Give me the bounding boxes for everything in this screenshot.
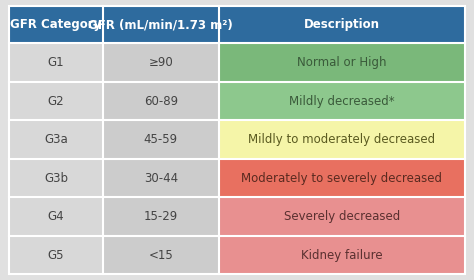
Bar <box>103 120 219 159</box>
Text: GFR Category: GFR Category <box>10 18 102 31</box>
Text: 15-29: 15-29 <box>144 210 178 223</box>
Text: Description: Description <box>304 18 380 31</box>
Text: Severely decreased: Severely decreased <box>283 210 400 223</box>
Text: Moderately to severely decreased: Moderately to severely decreased <box>241 172 442 185</box>
Bar <box>219 6 465 43</box>
Bar <box>9 43 103 82</box>
Bar <box>9 197 103 236</box>
Bar <box>9 159 103 197</box>
Text: 60-89: 60-89 <box>144 95 178 108</box>
Bar <box>103 6 219 43</box>
Text: G3a: G3a <box>44 133 68 146</box>
Bar <box>219 159 465 197</box>
Bar <box>219 236 465 274</box>
Text: 30-44: 30-44 <box>144 172 178 185</box>
Text: G4: G4 <box>48 210 64 223</box>
Text: Normal or High: Normal or High <box>297 56 386 69</box>
Bar <box>103 159 219 197</box>
Text: Kidney failure: Kidney failure <box>301 249 383 262</box>
Bar <box>219 197 465 236</box>
Text: G3b: G3b <box>44 172 68 185</box>
Bar <box>103 43 219 82</box>
Text: G1: G1 <box>48 56 64 69</box>
Bar <box>219 120 465 159</box>
Text: G5: G5 <box>48 249 64 262</box>
Bar <box>219 43 465 82</box>
Text: 45-59: 45-59 <box>144 133 178 146</box>
Bar <box>219 82 465 120</box>
Text: Mildly decreased*: Mildly decreased* <box>289 95 394 108</box>
Text: ≥90: ≥90 <box>148 56 173 69</box>
Text: GFR (mL/min/1.73 m²): GFR (mL/min/1.73 m²) <box>89 18 233 31</box>
Bar <box>103 197 219 236</box>
Bar <box>9 236 103 274</box>
Bar <box>9 6 103 43</box>
Text: Mildly to moderately decreased: Mildly to moderately decreased <box>248 133 435 146</box>
Bar <box>9 82 103 120</box>
Text: <15: <15 <box>148 249 173 262</box>
Bar <box>103 82 219 120</box>
Bar <box>103 236 219 274</box>
Text: G2: G2 <box>48 95 64 108</box>
Bar <box>9 120 103 159</box>
